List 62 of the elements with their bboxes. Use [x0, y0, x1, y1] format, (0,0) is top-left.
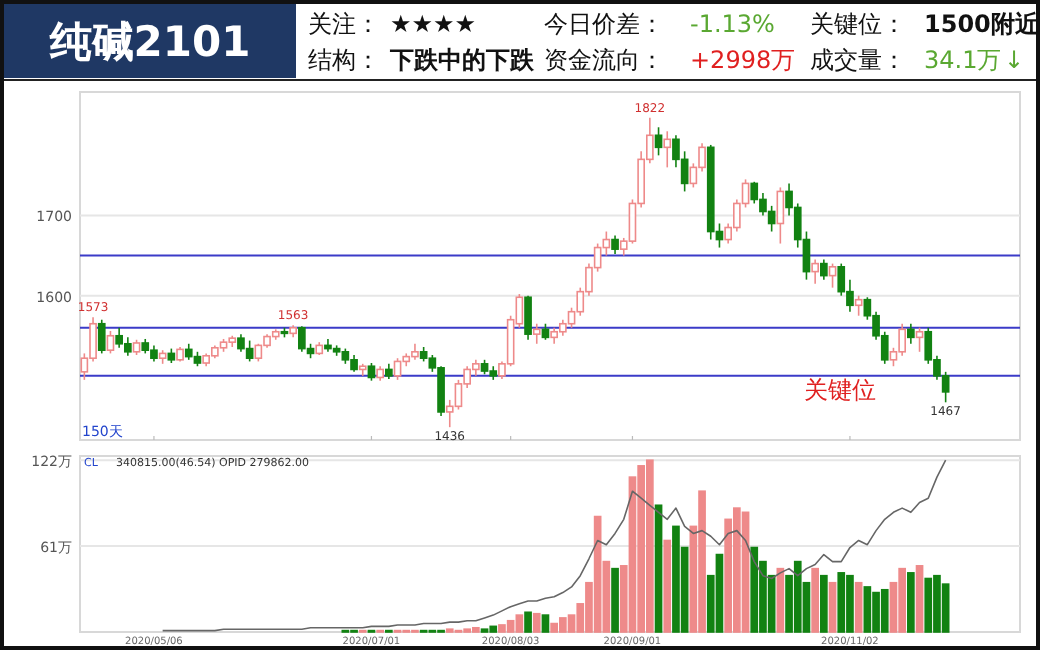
bar	[498, 624, 506, 633]
candlestick	[811, 258, 819, 285]
bar	[698, 490, 706, 633]
bar	[515, 614, 524, 633]
text: ★★★★	[390, 10, 477, 38]
bar	[907, 572, 915, 633]
candlestick	[907, 322, 915, 345]
bar	[793, 560, 802, 633]
candlestick	[393, 357, 402, 381]
bar	[941, 583, 950, 633]
candlestick	[820, 258, 828, 281]
candlestick	[298, 325, 306, 353]
bar	[715, 553, 724, 633]
text: 今日价差：	[544, 10, 664, 38]
candlestick	[663, 130, 672, 169]
bar	[811, 567, 819, 633]
ref-line-label: 关键位	[804, 375, 876, 404]
bar	[489, 625, 498, 633]
bar	[654, 504, 663, 633]
bar	[828, 581, 837, 633]
candlestick	[854, 294, 863, 317]
bar	[672, 525, 680, 633]
bar	[880, 588, 889, 633]
text: 结构：	[308, 46, 380, 74]
text: ↓	[1003, 46, 1024, 74]
candlestick	[106, 330, 115, 355]
text: 关注：	[308, 10, 380, 38]
text: 成交量：	[810, 46, 906, 74]
text: -1.13%	[690, 10, 775, 38]
text: 关键位：	[810, 10, 906, 38]
text: 纯碱2101	[47, 18, 251, 66]
candlestick	[898, 322, 906, 357]
candlestick	[532, 322, 541, 345]
bar	[524, 611, 532, 633]
bar	[532, 612, 541, 633]
bar	[854, 581, 863, 633]
bar	[837, 572, 846, 633]
bar	[820, 574, 828, 633]
candlestick	[915, 326, 924, 353]
bar	[915, 565, 924, 633]
text: 1500附近	[924, 10, 1040, 38]
bar	[750, 546, 759, 633]
candlestick	[611, 234, 619, 255]
bar	[863, 586, 872, 633]
text: 下跌中的下跌	[388, 46, 536, 74]
candlestick	[245, 339, 254, 363]
text: 34.1万	[924, 46, 1002, 74]
candlestick	[776, 186, 785, 245]
text: +2998万	[690, 46, 796, 74]
candlestick	[654, 126, 663, 157]
bar	[898, 567, 906, 633]
bar	[924, 577, 933, 633]
bar	[611, 567, 619, 633]
bar	[506, 619, 515, 633]
bar	[541, 614, 550, 633]
bar	[663, 539, 672, 633]
candlestick	[437, 365, 445, 417]
candlestick	[524, 294, 532, 341]
candlestick	[750, 181, 759, 205]
candlestick	[828, 262, 837, 289]
text: 资金流向：	[544, 46, 664, 74]
candlestick	[97, 318, 106, 355]
